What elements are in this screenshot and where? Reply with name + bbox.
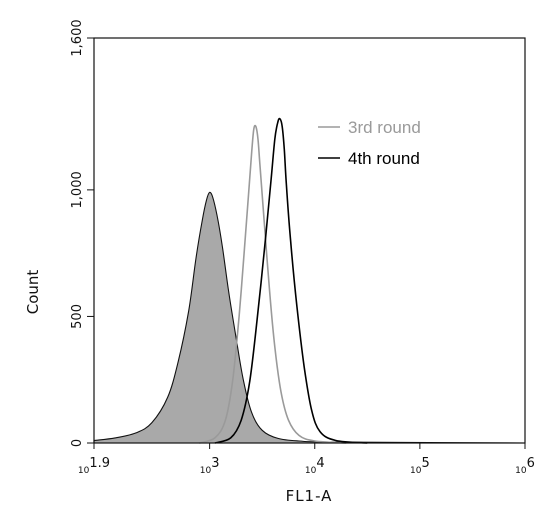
legend-label-3rd-round: 3rd round [348,118,421,137]
y-tick-label-500: 500 [70,304,85,329]
series-0-area [93,191,526,444]
legend-label-4th-round: 4th round [348,149,420,168]
x-tick-label-10-5: 105 [410,456,430,476]
plot-frame [93,37,526,444]
y-tick-label-1-600: 1,600 [70,19,85,56]
legend-item-4th-round: 4th round [318,149,420,168]
series-3rd-round-line [198,124,347,444]
x-tick-label-10-3: 103 [200,456,220,476]
y-axis-label: Count [24,270,42,315]
x-axis-ticks: 101.9 103 104 105 106 [78,443,535,476]
legend-item-3rd-round: 3rd round [318,118,421,137]
x-axis-label: FL1-A [286,487,333,505]
y-tick-label-0: 0 [70,439,85,447]
plot-area [93,117,526,444]
series-4th-round-line [214,117,368,444]
x-tick-label-10-6: 106 [515,456,535,476]
y-axis-ticks: 0 500 1,000 1,600 [70,19,94,447]
x-tick-label-10-1-9: 101.9 [78,456,110,476]
legend: 3rd round 4th round [318,118,421,168]
x-tick-label-10-4: 104 [305,456,325,476]
y-tick-label-1-000: 1,000 [70,171,85,208]
